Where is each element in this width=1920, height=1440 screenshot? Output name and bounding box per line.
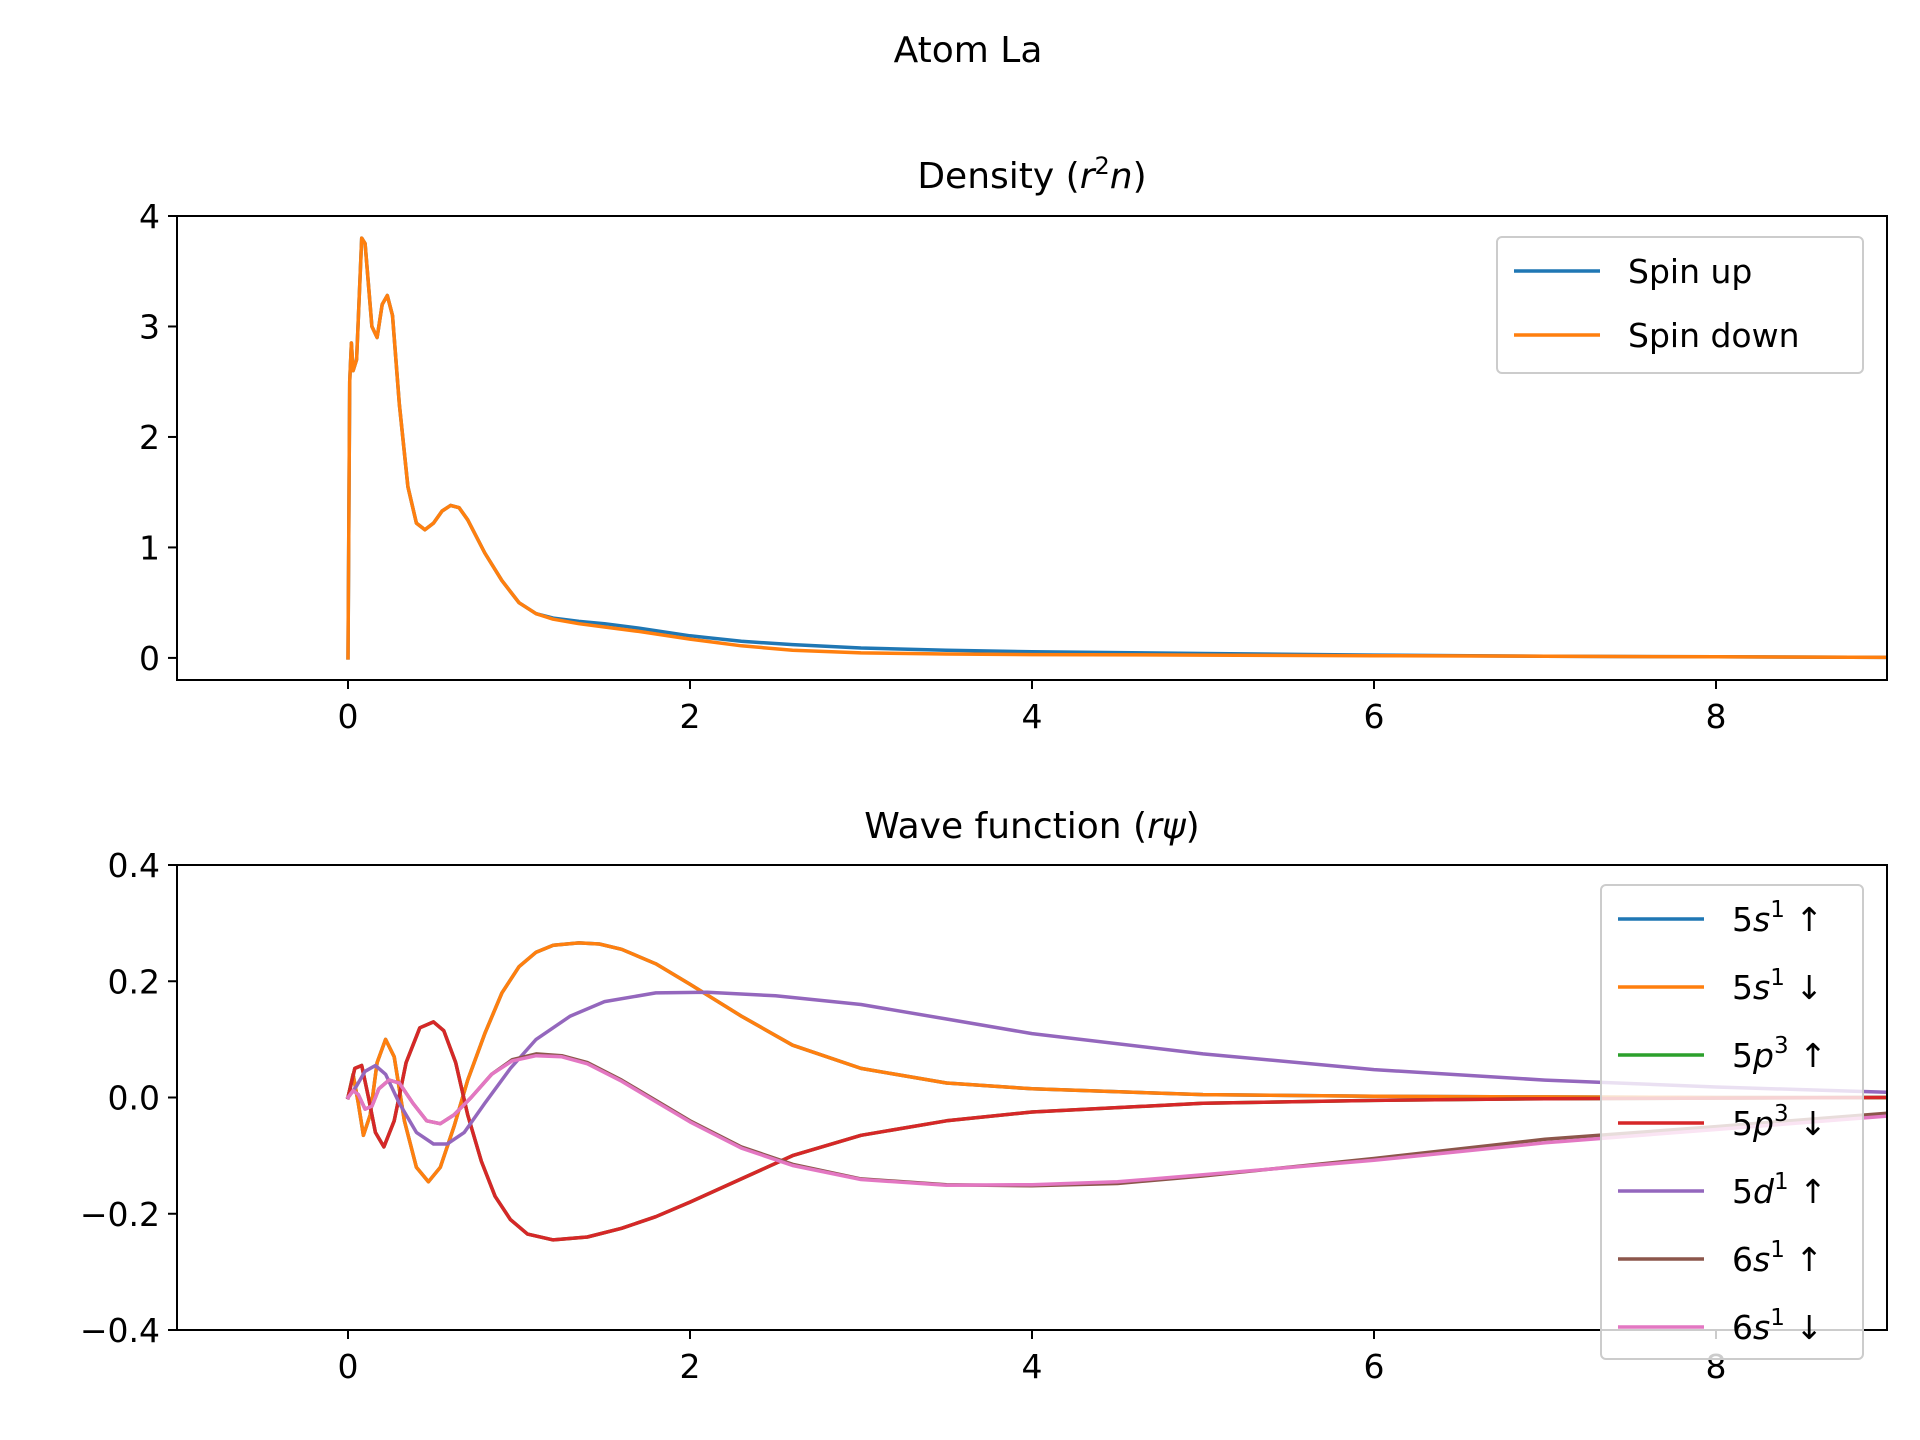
x-tick-label: 8 [1706, 697, 1727, 736]
x-tick-label: 4 [1022, 1347, 1043, 1386]
density-panel: Density (r2n) 0 2 4 6 8 0 1 2 3 4 Spin up Spin down [139, 152, 1888, 736]
legend-label: 5s1 ↓ [1732, 965, 1823, 1007]
x-tick-label: 6 [1364, 697, 1385, 736]
series-line-6s [345, 1053, 1887, 1188]
y-tick-label: 0.4 [108, 846, 160, 885]
series-line-5s [345, 941, 1887, 1184]
y-tick-label: 4 [139, 197, 160, 236]
series-line-spin-down [346, 236, 1887, 660]
legend-label: 5p3 ↑ [1732, 1033, 1827, 1075]
series-lines [345, 941, 1887, 1242]
wavefunction-title: Wave function (rψ) [864, 806, 1199, 847]
series-lines [346, 236, 1887, 660]
legend-label: Spin up [1628, 252, 1752, 291]
figure-suptitle: Atom La [894, 30, 1043, 71]
x-tick-label: 4 [1022, 697, 1043, 736]
legend-box [1600, 884, 1864, 1360]
legend-label: 5p3 ↓ [1732, 1101, 1827, 1143]
y-tick-label: 0.2 [108, 962, 160, 1001]
legend-label: 5s1 ↑ [1732, 897, 1823, 939]
y-tick-label: 1 [139, 528, 160, 567]
legend-label: 6s1 ↓ [1732, 1305, 1823, 1347]
x-tick-label: 2 [680, 697, 701, 736]
y-tick-label: 2 [139, 418, 160, 457]
legend: Spin up Spin down [1496, 236, 1864, 374]
y-tick-label: −0.4 [80, 1311, 160, 1350]
x-tick-label: 2 [680, 1347, 701, 1386]
y-tick-label: 0 [139, 639, 160, 678]
legend-label: 6s1 ↑ [1732, 1237, 1823, 1279]
y-tick-label: −0.2 [80, 1195, 160, 1234]
legend-label: 5d1 ↑ [1732, 1169, 1827, 1211]
y-tick-label: 0.0 [108, 1079, 160, 1118]
x-tick-label: 0 [338, 697, 359, 736]
series-line-5p [345, 1020, 1887, 1242]
wavefunction-panel: Wave function (rψ) 0 2 4 6 8−0.4−0.20.00.20.… [80, 806, 1888, 1386]
x-tick-label: 0 [338, 1347, 359, 1386]
y-tick-label: 3 [139, 307, 160, 346]
density-title: Density (r2n) [917, 152, 1146, 197]
legend: 5s1 ↑ 5s1 ↓ 5p3 ↑ 5p3 ↓ 5d1 ↑ 6s1 ↑ 6s1 ↓ [1600, 884, 1864, 1360]
x-tick-label: 6 [1364, 1347, 1385, 1386]
legend-label: Spin down [1628, 316, 1800, 355]
